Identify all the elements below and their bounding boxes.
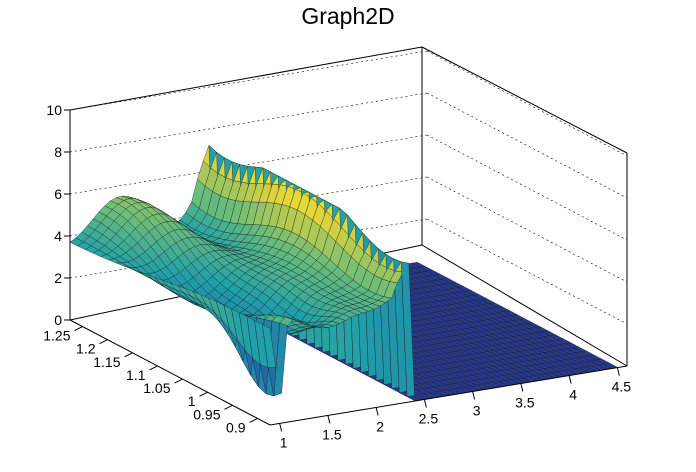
surface bbox=[69, 144, 618, 401]
grid-line bbox=[426, 176, 628, 283]
grid-line bbox=[69, 134, 428, 195]
grid-line bbox=[69, 50, 428, 111]
grid-line bbox=[426, 134, 628, 241]
y-tick bbox=[224, 404, 233, 410]
grid-line bbox=[426, 50, 628, 157]
box-edge bbox=[69, 319, 271, 426]
x-tick bbox=[520, 383, 524, 392]
x-tick bbox=[568, 375, 572, 384]
box-edge bbox=[69, 46, 423, 111]
z-tick-label: 10 bbox=[46, 102, 62, 118]
z-tick-label: 8 bbox=[54, 144, 62, 160]
y-tick bbox=[249, 417, 258, 423]
box-edge bbox=[269, 365, 628, 426]
box-edge bbox=[421, 244, 628, 367]
axes: 1 1.5 2 2.5 3 3.5 4 4.50.90.9511.051.11.151.21.… bbox=[43, 102, 631, 450]
y-tick-label: 1.1 bbox=[126, 367, 146, 383]
y-tick bbox=[174, 378, 183, 384]
x-tick bbox=[327, 415, 331, 424]
x-tick bbox=[375, 407, 379, 416]
x-tick-label: 4.5 bbox=[612, 379, 632, 395]
x-tick-label: 1 bbox=[280, 434, 288, 450]
grid-line bbox=[69, 92, 428, 153]
y-tick bbox=[74, 326, 83, 332]
x-tick bbox=[472, 391, 476, 400]
y-tick-label: 1 bbox=[188, 393, 196, 409]
y-tick-label: 1.25 bbox=[43, 328, 70, 344]
y-tick-label: 1.15 bbox=[93, 354, 120, 370]
z-tick-label: 4 bbox=[54, 228, 62, 244]
chart-title: Graph2D bbox=[301, 3, 394, 29]
y-tick bbox=[124, 352, 133, 358]
grid-line bbox=[426, 92, 628, 199]
x-tick-label: 4 bbox=[569, 387, 577, 403]
box-edge bbox=[421, 46, 628, 154]
x-tick-label: 2.5 bbox=[419, 410, 439, 426]
y-tick bbox=[199, 391, 208, 397]
z-tick-label: 0 bbox=[54, 312, 62, 328]
x-tick bbox=[423, 399, 427, 408]
y-tick bbox=[99, 339, 108, 345]
x-tick-label: 1.5 bbox=[322, 426, 342, 442]
y-tick-label: 1.2 bbox=[76, 341, 96, 357]
front-box bbox=[69, 110, 628, 426]
x-tick-label: 2 bbox=[376, 418, 384, 434]
y-tick-label: 1.05 bbox=[143, 380, 170, 396]
z-tick-label: 6 bbox=[54, 186, 62, 202]
x-tick-label: 3 bbox=[473, 403, 481, 419]
z-tick-label: 2 bbox=[54, 270, 62, 286]
y-tick-label: 0.95 bbox=[193, 406, 220, 422]
y-tick-label: 0.9 bbox=[226, 419, 246, 435]
x-tick bbox=[279, 423, 283, 432]
y-tick bbox=[149, 365, 158, 371]
x-tick bbox=[616, 367, 620, 376]
x-tick-label: 3.5 bbox=[515, 395, 535, 411]
